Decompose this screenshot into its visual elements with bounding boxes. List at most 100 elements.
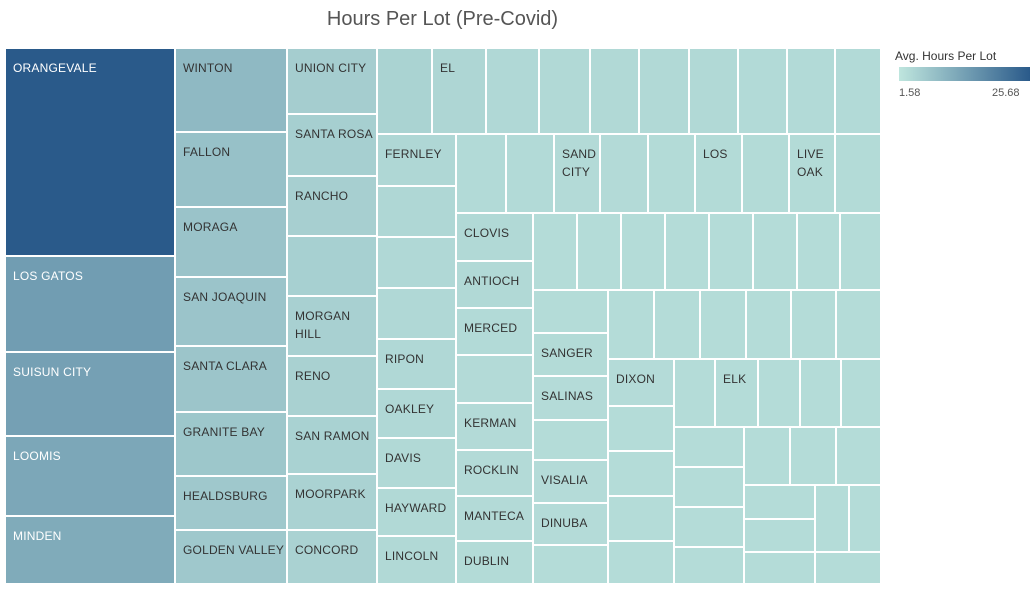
treemap-cell[interactable]: LOS GATOS — [5, 256, 175, 352]
treemap-cell[interactable] — [648, 134, 695, 213]
treemap-cell[interactable]: SUISUN CITY — [5, 352, 175, 436]
treemap-cell-fill[interactable] — [608, 406, 674, 451]
treemap-cell-fill[interactable] — [836, 427, 881, 485]
treemap-cell[interactable]: RIPON — [377, 339, 456, 389]
treemap-cell-fill[interactable] — [533, 213, 577, 290]
treemap-cell[interactable]: LIVE OAK — [789, 134, 835, 213]
treemap-cell-fill[interactable] — [654, 290, 700, 359]
treemap-cell-fill[interactable] — [533, 290, 608, 333]
treemap-cell[interactable]: FALLON — [175, 132, 287, 207]
treemap-cell[interactable]: DUBLIN — [456, 541, 533, 584]
treemap-cell-fill[interactable] — [608, 290, 654, 359]
treemap-cell-fill[interactable] — [674, 467, 744, 507]
treemap-cell-fill[interactable] — [746, 290, 791, 359]
treemap-cell[interactable]: HAYWARD — [377, 488, 456, 536]
treemap-cell[interactable] — [689, 48, 738, 134]
treemap-cell-fill[interactable] — [621, 213, 665, 290]
treemap-cell[interactable]: UNION CITY — [287, 48, 377, 114]
treemap-cell-fill[interactable] — [533, 420, 608, 460]
treemap-cell[interactable] — [377, 186, 456, 237]
treemap-cell-fill[interactable] — [744, 552, 815, 584]
treemap-cell-fill[interactable] — [744, 485, 815, 519]
treemap-cell-fill[interactable] — [744, 519, 815, 552]
treemap-cell[interactable] — [787, 48, 835, 134]
treemap-cell[interactable]: ANTIOCH — [456, 261, 533, 308]
treemap-cell[interactable]: DAVIS — [377, 438, 456, 488]
treemap-cell[interactable] — [456, 134, 506, 213]
treemap-cell[interactable] — [287, 236, 377, 296]
treemap-cell-fill[interactable] — [665, 213, 709, 290]
treemap-cell[interactable]: OAKLEY — [377, 389, 456, 438]
treemap-cell[interactable] — [377, 288, 456, 339]
treemap-cell-fill[interactable] — [797, 213, 840, 290]
treemap-cell[interactable] — [456, 355, 533, 403]
treemap-cell[interactable] — [506, 134, 554, 213]
treemap-cell-fill[interactable] — [815, 485, 849, 552]
treemap-cell[interactable]: SAN JOAQUIN — [175, 277, 287, 346]
treemap-cell[interactable]: MORGAN HILL — [287, 296, 377, 356]
treemap-cell[interactable] — [539, 48, 590, 134]
treemap-cell-fill[interactable] — [674, 547, 744, 584]
treemap-cell[interactable] — [486, 48, 539, 134]
treemap-cell[interactable]: MERCED — [456, 308, 533, 355]
treemap-cell[interactable]: MORAGA — [175, 207, 287, 277]
treemap-cell[interactable]: KERMAN — [456, 403, 533, 450]
treemap-cell[interactable] — [590, 48, 639, 134]
treemap-cell[interactable] — [738, 48, 787, 134]
treemap-cell[interactable]: ELK — [715, 359, 758, 427]
treemap-cell-fill[interactable] — [791, 290, 836, 359]
treemap-cell[interactable]: DIXON — [608, 359, 674, 406]
treemap-cell[interactable]: SALINAS — [533, 376, 608, 420]
treemap-cell-fill[interactable] — [608, 496, 674, 541]
treemap-cell[interactable]: LOOMIS — [5, 436, 175, 516]
treemap-cell-fill[interactable] — [841, 359, 881, 427]
treemap-cell[interactable] — [639, 48, 689, 134]
treemap-cell-fill[interactable] — [849, 485, 881, 552]
treemap-cell-fill[interactable] — [608, 541, 674, 584]
treemap-cell-fill[interactable] — [700, 290, 746, 359]
treemap-cell-fill[interactable] — [674, 507, 744, 547]
treemap-cell[interactable]: ROCKLIN — [456, 450, 533, 496]
treemap-cell-fill[interactable] — [815, 552, 881, 584]
treemap-cell[interactable] — [835, 134, 881, 213]
treemap-cell[interactable]: CLOVIS — [456, 213, 533, 261]
treemap-cell-fill[interactable] — [758, 359, 800, 427]
treemap-cell[interactable]: LINCOLN — [377, 536, 456, 584]
treemap-cell[interactable]: MANTECA — [456, 496, 533, 541]
treemap-cell[interactable]: RENO — [287, 356, 377, 416]
treemap-cell[interactable]: FERNLEY — [377, 134, 456, 186]
treemap-cell-fill[interactable] — [674, 359, 715, 427]
treemap-cell-fill[interactable] — [533, 545, 608, 584]
treemap-cell-fill[interactable] — [800, 359, 841, 427]
treemap-cell[interactable]: LOS — [695, 134, 742, 213]
treemap-cell[interactable]: RANCHO — [287, 176, 377, 236]
treemap-cell[interactable]: SANTA CLARA — [175, 346, 287, 412]
treemap-cell[interactable] — [377, 48, 432, 134]
treemap-cell[interactable]: ORANGEVALE — [5, 48, 175, 256]
treemap-cell-fill[interactable] — [674, 427, 744, 467]
treemap-cell[interactable]: WINTON — [175, 48, 287, 132]
treemap-cell-fill[interactable] — [840, 213, 881, 290]
treemap-cell[interactable]: SAN RAMON — [287, 416, 377, 474]
treemap-cell[interactable]: MINDEN — [5, 516, 175, 584]
treemap-cell-fill[interactable] — [836, 290, 881, 359]
treemap-cell[interactable]: SANTA ROSA — [287, 114, 377, 176]
treemap-cell[interactable] — [377, 237, 456, 288]
treemap-cell[interactable] — [600, 134, 648, 213]
treemap-cell[interactable]: DINUBA — [533, 503, 608, 545]
treemap-cell[interactable]: CONCORD — [287, 530, 377, 584]
treemap-cell[interactable]: GOLDEN VALLEY — [175, 530, 287, 584]
treemap-cell[interactable]: EL — [432, 48, 486, 134]
treemap-cell[interactable] — [835, 48, 881, 134]
treemap-cell-fill[interactable] — [744, 427, 790, 485]
treemap-cell[interactable]: HEALDSBURG — [175, 476, 287, 530]
treemap-cell-fill[interactable] — [608, 451, 674, 496]
treemap-cell[interactable]: GRANITE BAY — [175, 412, 287, 476]
treemap-cell-fill[interactable] — [709, 213, 753, 290]
treemap-cell[interactable]: VISALIA — [533, 460, 608, 503]
treemap-cell-fill[interactable] — [790, 427, 836, 485]
treemap-cell[interactable]: MOORPARK — [287, 474, 377, 530]
treemap-cell-fill[interactable] — [753, 213, 797, 290]
treemap-cell[interactable] — [742, 134, 789, 213]
treemap-cell-fill[interactable] — [577, 213, 621, 290]
